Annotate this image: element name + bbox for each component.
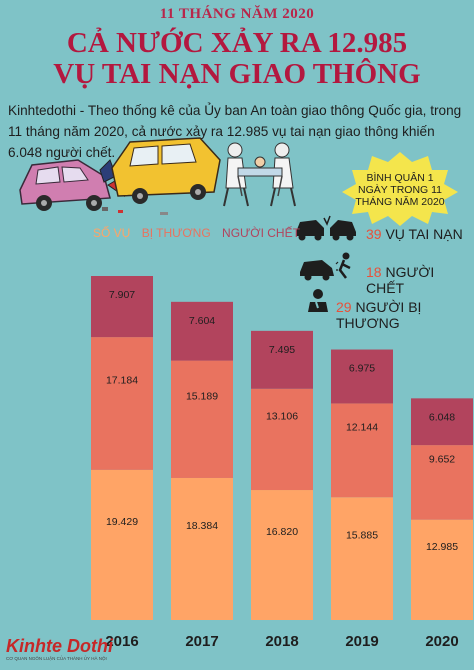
x-tick-2019: 2019	[345, 633, 378, 650]
value-label-2020-injured: 9.652	[429, 453, 455, 465]
bar-2019-injured	[331, 403, 393, 498]
badge-text: BÌNH QUÂN 1 NGÀY TRONG 11 THÁNG NĂM 2020	[330, 172, 470, 208]
stat-injured-label: NGƯỜI BỊ THƯƠNG	[336, 299, 422, 331]
stacked-bar-chart: 19.429 17.184 7.907 2016 18.384 15.189 7.604 20…	[91, 276, 473, 650]
bar-2017-deaths	[171, 301, 233, 361]
bar-2016-cases	[91, 469, 153, 620]
value-label-2017-injured: 15.189	[186, 390, 218, 402]
x-tick-2018: 2018	[265, 633, 298, 650]
stat-deaths: 18 NGƯỜI CHẾT	[366, 264, 474, 296]
stat-accidents: 39 VỤ TAI NẠN	[366, 226, 463, 242]
value-label-2020-cases: 12.985	[426, 541, 458, 553]
badge-line-2: NGÀY TRONG 11	[357, 184, 443, 196]
title-line-1: CẢ NƯỚC XẢY RA 12.985	[66, 27, 408, 59]
badge-line-1: BÌNH QUÂN 1	[366, 172, 434, 184]
legend-deaths: NGƯỜI CHẾT	[222, 226, 300, 240]
daily-average-badge	[342, 152, 458, 226]
value-label-2016-deaths: 7.907	[109, 289, 135, 301]
value-label-2016-injured: 17.184	[106, 374, 138, 386]
period-label: 11 THÁNG NĂM 2020	[159, 6, 315, 22]
x-tick-2017: 2017	[185, 633, 218, 650]
bar-2017-cases	[171, 477, 233, 620]
value-label-2020-deaths: 6.048	[429, 411, 455, 423]
stat-deaths-value: 18	[366, 264, 382, 280]
legend-injured: BỊ THƯƠNG	[141, 226, 211, 240]
logo-name: Kinhte Dothi	[6, 636, 113, 656]
value-label-2017-deaths: 7.604	[189, 315, 215, 327]
value-label-2019-injured: 12.144	[346, 421, 378, 433]
stat-injured-value: 29	[336, 299, 352, 315]
stat-accidents-value: 39	[366, 226, 382, 242]
logo-tagline: CƠ QUAN NGÔN LUẬN CỦA THÀNH ỦY HÀ NỘI	[6, 656, 107, 661]
bar-2017-injured	[171, 360, 233, 478]
bar-2020-deaths	[411, 398, 473, 446]
x-tick-2020: 2020	[425, 633, 458, 650]
stat-injured: 29 NGƯỜI BỊ THƯƠNG	[336, 299, 474, 331]
description-text: Kinhtedothi - Theo thống kê của Ủy ban A…	[8, 103, 462, 160]
bar-2018-cases	[251, 490, 313, 620]
value-label-2016-cases: 19.429	[106, 516, 138, 528]
bar-2020-injured	[411, 445, 473, 520]
chart-legend: SỐ VỤ BỊ THƯƠNG NGƯỜI CHẾT	[93, 226, 308, 240]
bar-2018-injured	[251, 388, 313, 491]
value-label-2018-cases: 16.820	[266, 526, 298, 538]
value-label-2018-injured: 13.106	[266, 410, 298, 422]
x-tick-2016: 2016	[105, 633, 138, 650]
bar-2020-cases	[411, 519, 473, 620]
badge-line-3: THÁNG NĂM 2020	[355, 196, 445, 208]
bar-2019-cases	[331, 497, 393, 620]
kinhtedothi-logo: Kinhte Dothi	[6, 636, 113, 657]
bar-2018-deaths	[251, 330, 313, 389]
title-line-2: VỤ TAI NẠN GIAO THÔNG	[53, 58, 421, 90]
page-title: CẢ NƯỚC XẢY RA 12.985 VỤ TAI NẠN GIAO TH…	[0, 28, 474, 90]
value-label-2018-deaths: 7.495	[269, 344, 295, 356]
value-label-2019-cases: 15.885	[346, 530, 378, 542]
pink-car-icon	[19, 159, 111, 211]
value-label-2017-cases: 18.384	[186, 520, 218, 532]
bar-2016-deaths	[91, 276, 153, 338]
bar-2016-injured	[91, 337, 153, 470]
stat-accidents-label: VỤ TAI NẠN	[385, 226, 463, 242]
value-label-2019-deaths: 6.975	[349, 363, 375, 375]
bar-2019-deaths	[331, 349, 393, 404]
legend-cases: SỐ VỤ	[93, 226, 131, 240]
stat-deaths-label: NGƯỜI CHẾT	[366, 264, 435, 296]
